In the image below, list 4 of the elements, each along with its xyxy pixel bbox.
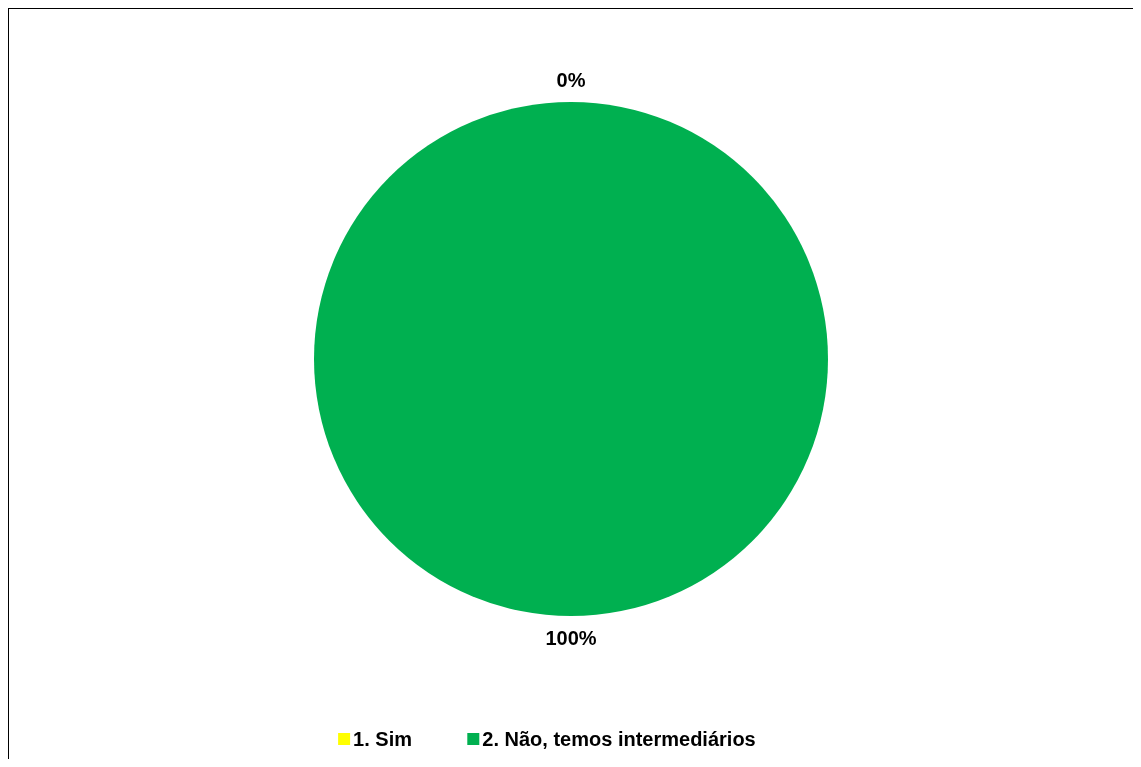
text: 0% [556,69,586,91]
legend-label: 2. Não, temos intermediários [482,728,756,750]
legend-label: 1. Sim [353,728,413,750]
data-label: 100% [545,627,597,649]
